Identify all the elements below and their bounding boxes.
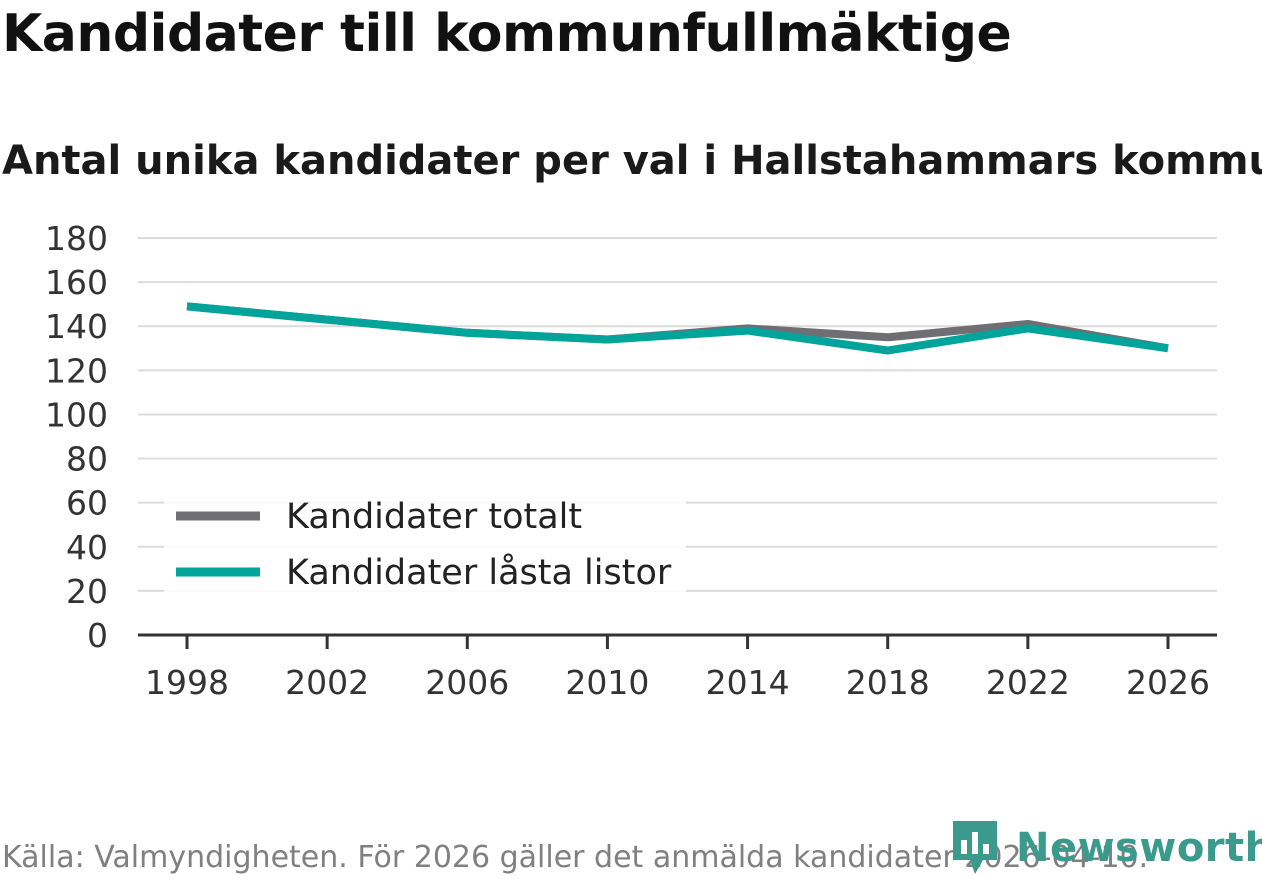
y-tick-label: 100 (45, 395, 108, 434)
y-tick-label: 60 (66, 484, 108, 523)
chart-subtitle: Antal unika kandidater per val i Hallsta… (2, 138, 1262, 184)
bar-chart-speech-bubble-icon (953, 821, 997, 874)
y-tick-label: 120 (45, 351, 108, 390)
x-tick-label: 2014 (706, 663, 790, 702)
x-tick-label: 1998 (145, 663, 229, 702)
x-tick-label: 2002 (285, 663, 369, 702)
series-line-2 (186, 302, 1169, 355)
x-axis-ticks: 1998 2002 2006 2010 2014 2018 2022 2026 (145, 635, 1210, 702)
x-tick-label: 2010 (565, 663, 649, 702)
brand-name: Newsworthy (1016, 825, 1262, 871)
y-axis-ticks: 0 20 40 60 80 100 120 140 160 180 (45, 219, 108, 655)
y-tick-label: 80 (66, 440, 108, 479)
legend-label: Kandidater låsta listor (286, 552, 672, 593)
y-tick-label: 20 (66, 572, 108, 611)
legend-label: Kandidater totalt (286, 497, 582, 537)
legend: Kandidater totalt Kandidater låsta listor (164, 495, 686, 597)
series-lines (186, 302, 1169, 355)
chart-title: Kandidater till kommunfullmäktige (2, 4, 1012, 64)
y-tick-label: 140 (45, 307, 108, 346)
x-tick-label: 2018 (846, 663, 930, 702)
x-tick-label: 2026 (1126, 663, 1210, 702)
y-tick-label: 0 (87, 616, 108, 655)
y-tick-label: 40 (66, 528, 108, 567)
y-tick-label: 180 (45, 219, 108, 258)
brand-logo: Newsworthy (950, 818, 1262, 878)
y-tick-label: 160 (45, 263, 108, 302)
x-tick-label: 2022 (986, 663, 1070, 702)
x-tick-label: 2006 (425, 663, 509, 702)
